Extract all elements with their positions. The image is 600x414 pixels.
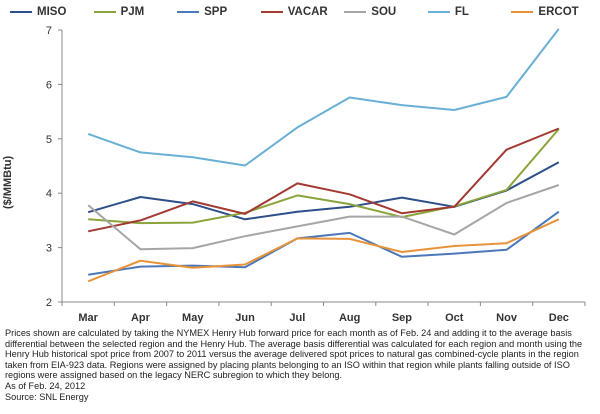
legend-swatch xyxy=(511,11,534,13)
legend-label: SOU xyxy=(371,6,397,18)
chart-notes: Prices shown are calculated by taking th… xyxy=(5,328,597,402)
series-line-vacar xyxy=(87,127,560,233)
y-tick-label: 6 xyxy=(46,79,52,91)
legend-item-spp: SPP xyxy=(177,3,227,21)
as-of-date: As of Feb. 24, 2012 xyxy=(5,380,86,391)
x-tick-label: Apr xyxy=(131,312,151,324)
x-tick-label: May xyxy=(182,312,204,324)
legend-label: ERCOT xyxy=(538,6,579,18)
legend-swatch xyxy=(344,11,367,13)
y-tick-label: 2 xyxy=(46,297,52,309)
x-tick-label: Oct xyxy=(445,312,464,324)
chart-legend: MISO PJM SPP VACAR SOU FL ERCOT xyxy=(10,3,595,21)
x-tick-label: Sep xyxy=(392,312,412,324)
series-line-pjm xyxy=(88,128,560,225)
legend-item-miso: MISO xyxy=(10,3,66,21)
legend-swatch xyxy=(177,11,200,13)
series-line-fl xyxy=(87,28,560,167)
legend-label: MISO xyxy=(37,6,67,18)
legend-label: FL xyxy=(454,6,469,18)
source-note: Source: SNL Energy xyxy=(5,391,89,402)
x-tick-label: Dec xyxy=(549,312,569,324)
series-line-ercot xyxy=(87,218,560,283)
legend-label: SPP xyxy=(204,6,228,18)
legend-item-ercot: ERCOT xyxy=(511,3,579,21)
chart-plot: 2 3 4 5 6 7 Mar Apr May Jun Jul Aug Sep Oct Nov Dec xyxy=(46,25,586,324)
y-tick-label: 3 xyxy=(46,243,52,255)
x-tick-label: Jun xyxy=(235,312,255,324)
legend-item-sou: SOU xyxy=(344,3,396,21)
legend-label: VACAR xyxy=(287,6,328,18)
legend-item-fl: FL xyxy=(427,3,469,21)
x-tick-label: Nov xyxy=(496,312,518,324)
y-tick-label: 5 xyxy=(46,134,52,146)
legend-swatch xyxy=(427,11,450,13)
legend-item-vacar: VACAR xyxy=(260,3,328,21)
series-line-sou xyxy=(87,184,560,251)
legend-label: PJM xyxy=(120,6,145,18)
x-tick-label: Jul xyxy=(289,312,305,324)
legend-swatch xyxy=(260,11,283,13)
x-tick-label: Mar xyxy=(78,312,98,324)
legend-item-pjm: PJM xyxy=(93,3,145,21)
legend-swatch xyxy=(10,11,32,13)
methodology-note: Prices shown are calculated by taking th… xyxy=(5,328,583,381)
x-tick-label: Aug xyxy=(339,312,360,324)
y-tick-label: 7 xyxy=(46,25,52,37)
series-line-spp xyxy=(88,210,560,276)
legend-swatch xyxy=(93,11,116,13)
y-tick-label: 4 xyxy=(46,188,52,200)
